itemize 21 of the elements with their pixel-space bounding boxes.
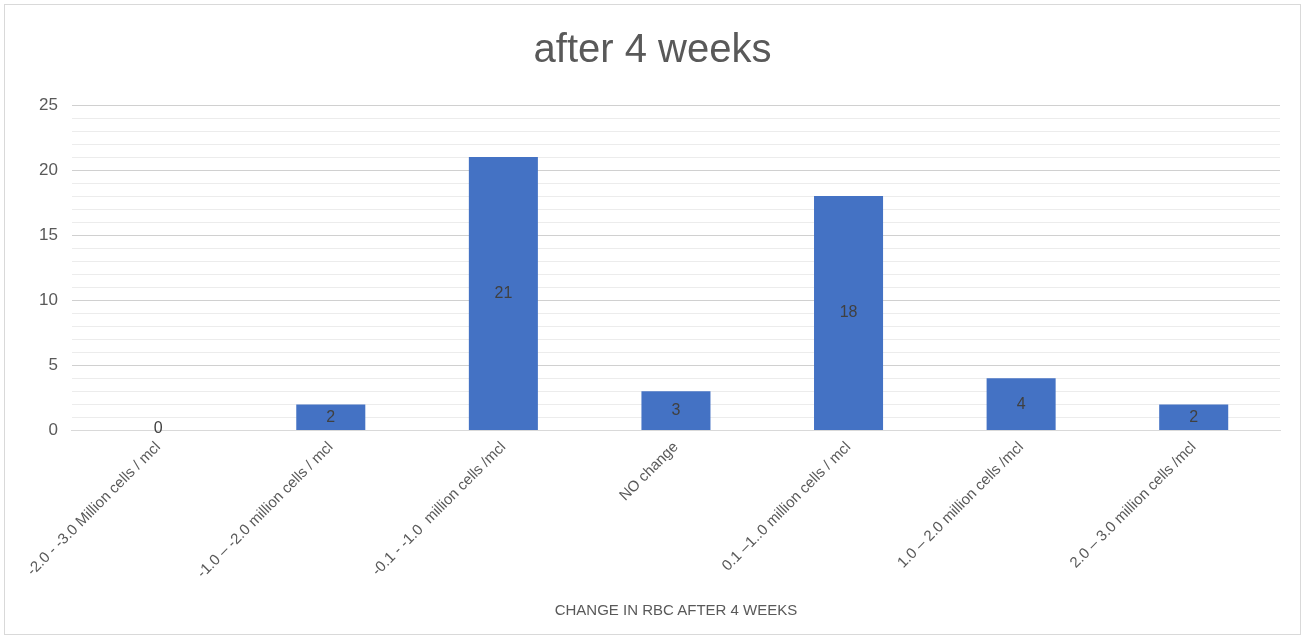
bar [1159,404,1229,430]
data-label: 2 [1189,407,1199,425]
data-label: 4 [1016,394,1026,412]
data-label: 21 [494,283,513,301]
bar [296,404,366,430]
data-label: 3 [671,401,681,419]
data-label: 2 [326,407,336,425]
bar [468,157,538,430]
data-label: 0 [153,418,163,436]
chart-title: after 4 weeks [533,26,772,71]
y-tick-label: 0 [48,420,58,440]
y-tick-label: 5 [48,355,58,375]
bar [814,196,884,430]
bar [641,391,711,430]
y-tick-label: 25 [38,94,58,114]
data-label: 18 [839,303,858,321]
y-tick-label: 10 [38,289,58,309]
x-axis-title: CHANGE IN RBC AFTER 4 WEEKS [554,601,798,619]
y-tick-label: 15 [38,224,58,244]
bar [986,378,1056,430]
y-tick-label: 20 [38,159,58,179]
